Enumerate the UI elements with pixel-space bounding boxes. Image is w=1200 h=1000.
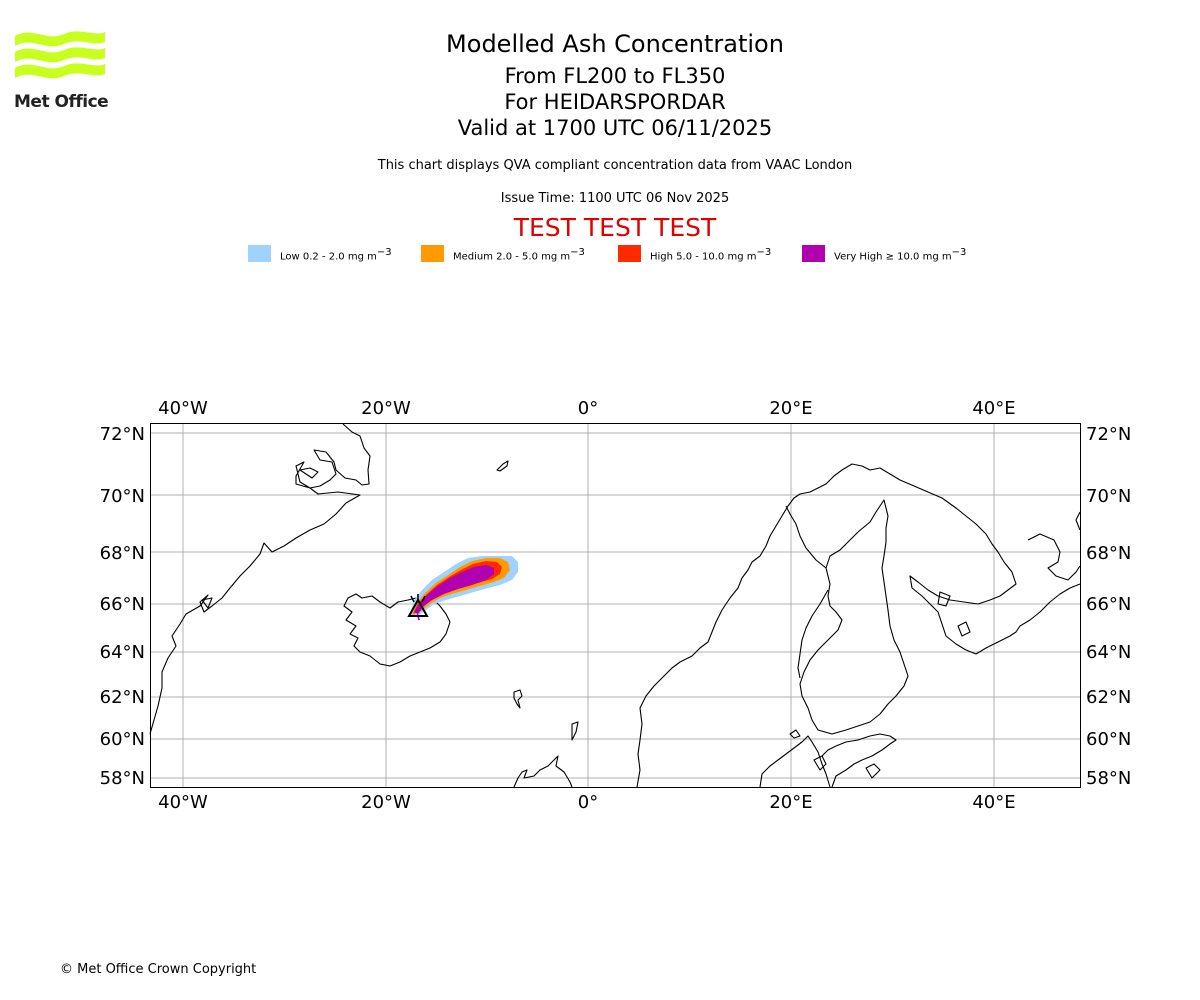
lon-tick-bottom-0: 0° [578, 792, 598, 813]
lat-tick-right-60n: 60°N [1086, 729, 1131, 750]
lat-tick-right-62n: 62°N [1086, 687, 1131, 708]
copyright-footer: © Met Office Crown Copyright [60, 962, 257, 977]
coast-greenland [149, 423, 371, 735]
lon-tick-bottom-40e: 40°E [972, 792, 1015, 813]
coast-faroe [513, 689, 523, 709]
legend-label-very-high: Very High ≥ 10.0 mg m [834, 251, 952, 263]
lat-tick-left-70n: 70°N [100, 486, 145, 507]
met-office-logo [15, 31, 105, 79]
lat-tick-left-64n: 64°N [100, 642, 145, 663]
ash-plume [410, 556, 518, 620]
test-banner: TEST TEST TEST [513, 213, 717, 242]
gridlines [151, 424, 1080, 787]
lon-tick-top-20e: 20°E [769, 398, 812, 419]
plume-very-high [414, 565, 494, 614]
coast-jan-mayen [496, 460, 509, 472]
lon-ticks-top: 40°W 20°W 0° 20°E 40°E [158, 398, 1015, 419]
legend-unit-medium: −3 [570, 247, 585, 258]
lat-ticks-right: 72°N 70°N 68°N 66°N 64°N 62°N 60°N 58°N [1086, 424, 1131, 789]
lon-tick-bottom-40w: 40°W [158, 792, 208, 813]
map-frame [150, 423, 1081, 788]
legend-label-medium: Medium 2.0 - 5.0 mg m [453, 251, 571, 263]
flight-levels: From FL200 to FL350 [504, 64, 726, 88]
lat-tick-right-64n: 64°N [1086, 642, 1131, 663]
lon-tick-top-20w: 20°W [361, 398, 411, 419]
lat-tick-left-60n: 60°N [100, 729, 145, 750]
legend-swatch-low [248, 245, 271, 262]
legend-swatch-medium [421, 245, 444, 262]
issue-time: Issue Time: 1100 UTC 06 Nov 2025 [500, 191, 730, 206]
legend-unit-low: −3 [376, 247, 392, 258]
lat-tick-left-62n: 62°N [100, 687, 145, 708]
coast-iceland [343, 593, 451, 667]
lat-tick-left-68n: 68°N [100, 543, 145, 564]
coast-shetland [571, 721, 579, 741]
lon-tick-bottom-20w: 20°W [361, 792, 411, 813]
lon-ticks-bottom: 40°W 20°W 0° 20°E 40°E [158, 792, 1015, 813]
legend-label-high: High 5.0 - 10.0 mg m [650, 251, 757, 263]
legend-unit-high: −3 [756, 247, 772, 258]
logo-text: Met Office [14, 92, 109, 112]
legend-swatch-very-high [802, 245, 825, 262]
legend: Low 0.2 - 2.0 mg m−3 Medium 2.0 - 5.0 mg… [0, 244, 1200, 264]
coast-scandinavia [636, 463, 1081, 788]
volcano-name: For HEIDARSPORDAR [504, 90, 726, 114]
coastlines [149, 423, 1081, 788]
legend-label-low: Low 0.2 - 2.0 mg m [280, 251, 377, 263]
valid-time: Valid at 1700 UTC 06/11/2025 [457, 116, 773, 140]
legend-unit-very-high: −3 [951, 247, 967, 258]
coast-gulf-of-bothnia [799, 499, 909, 735]
lat-tick-right-72n: 72°N [1086, 424, 1131, 445]
lon-tick-top-0: 0° [578, 398, 598, 419]
lat-ticks-left: 72°N 70°N 68°N 66°N 64°N 62°N 60°N 58°N [100, 424, 145, 789]
subtitle: This chart displays QVA compliant concen… [377, 158, 853, 173]
lon-tick-bottom-20e: 20°E [769, 792, 812, 813]
lat-tick-right-70n: 70°N [1086, 486, 1131, 507]
coast-baltic [759, 735, 831, 788]
lat-tick-right-66n: 66°N [1086, 594, 1131, 615]
lon-tick-top-40e: 40°E [972, 398, 1015, 419]
lon-tick-top-40w: 40°W [158, 398, 208, 419]
lat-tick-left-72n: 72°N [100, 424, 145, 445]
lat-tick-right-68n: 68°N [1086, 543, 1131, 564]
chart-title: Modelled Ash Concentration [446, 30, 784, 58]
volcano-marker-icon [407, 594, 429, 617]
lat-tick-right-58n: 58°N [1086, 768, 1131, 789]
lat-tick-left-66n: 66°N [100, 594, 145, 615]
coast-scotland [513, 755, 573, 788]
lat-tick-left-58n: 58°N [100, 768, 145, 789]
legend-swatch-high [618, 245, 641, 262]
